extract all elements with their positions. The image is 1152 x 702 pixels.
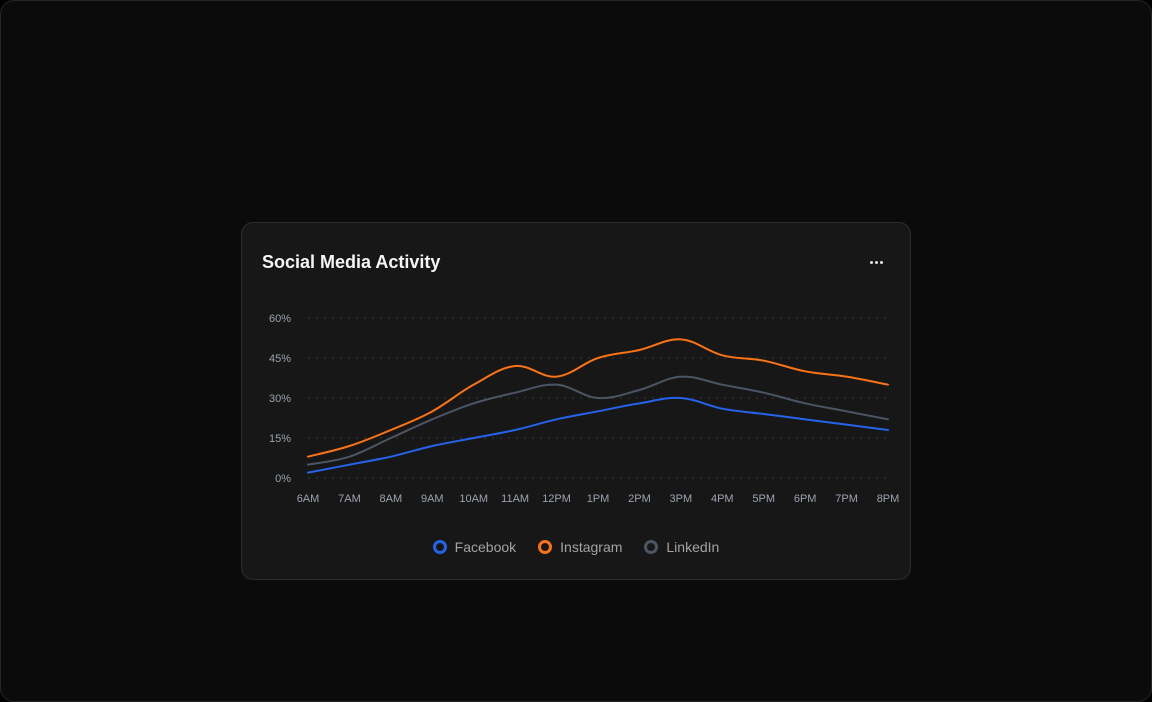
x-tick-label: 8AM [380, 493, 403, 505]
legend-marker-icon [432, 540, 447, 554]
legend-label: Instagram [560, 539, 623, 555]
line-chart: 0% 15% 30% 45% 60% 6AM 7AM 8AM 9AM 10AM 11AM 12PM 1… [269, 313, 900, 505]
more-options-button[interactable] [862, 249, 890, 275]
y-tick-label: 60% [269, 313, 291, 325]
x-tick-label: 2PM [628, 493, 651, 505]
social-media-activity-card: Social Media Activity 0% 15% 30% 45% 60% 6AM… [241, 222, 911, 580]
legend-label: Facebook [454, 539, 517, 555]
x-tick-label: 9AM [421, 493, 444, 505]
y-tick-label: 0% [275, 473, 291, 485]
x-tick-label: 12PM [542, 493, 571, 505]
series-line-linkedin [307, 375, 889, 466]
x-tick-label: 5PM [752, 493, 775, 505]
legend-item-linkedin[interactable]: LinkedIn [644, 537, 719, 557]
x-tick-label: 8PM [877, 493, 900, 505]
x-tick-label: 6PM [794, 493, 817, 505]
x-tick-label: 1PM [587, 493, 610, 505]
ellipsis-icon [869, 260, 884, 264]
series-line-facebook [307, 396, 889, 474]
y-tick-label: 15% [269, 433, 291, 445]
card-title: Social Media Activity [262, 252, 441, 272]
x-tick-label: 10AM [459, 493, 488, 505]
y-tick-label: 30% [269, 393, 291, 405]
series-line-instagram [307, 338, 889, 458]
x-tick-label: 6AM [297, 493, 320, 505]
x-tick-label: 11AM [501, 493, 529, 505]
x-tick-label: 3PM [670, 493, 693, 505]
legend-item-instagram[interactable]: Instagram [538, 537, 622, 557]
y-tick-label: 45% [269, 353, 291, 365]
x-tick-label: 7PM [835, 493, 858, 505]
legend-label: LinkedIn [666, 539, 720, 555]
chart-legend: Facebook Instagram LinkedIn [242, 537, 910, 557]
legend-marker-icon [644, 540, 659, 554]
legend-item-facebook[interactable]: Facebook [432, 537, 517, 557]
legend-marker-icon [538, 540, 553, 554]
x-tick-label: 7AM [338, 493, 361, 505]
x-tick-label: 4PM [711, 493, 734, 505]
